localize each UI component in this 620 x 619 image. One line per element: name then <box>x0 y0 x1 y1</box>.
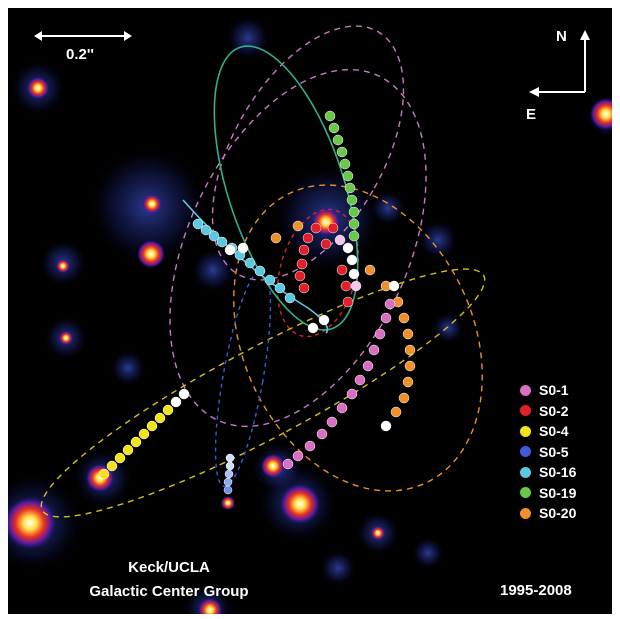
credit-line-2: Galactic Center Group <box>89 583 249 600</box>
points-s0-4 <box>98 388 190 480</box>
points-s0-20 <box>270 220 416 432</box>
compass-arrows <box>529 30 590 97</box>
orbit-s0-19 <box>213 45 359 331</box>
legend-item-s0-1: S0-1 <box>520 380 576 401</box>
legend: S0-1 S0-2 S0-4 S0-5 S0-16 S0-19 S0-20 <box>520 380 576 524</box>
points-s0-1 <box>282 298 396 470</box>
legend-dot <box>520 425 531 437</box>
legend-label: S0-2 <box>539 402 569 419</box>
points-s0-19 <box>324 110 360 242</box>
orbit-s0-20 <box>233 184 483 492</box>
orbit-s0-4 <box>40 268 486 518</box>
legend-item-s0-16: S0-16 <box>520 462 576 483</box>
credit-line-1: Keck/UCLA <box>128 559 210 576</box>
legend-item-s0-5: S0-5 <box>520 442 576 463</box>
orbit-extra <box>211 25 405 281</box>
orbit-s0-1 <box>169 68 427 428</box>
legend-label: S0-20 <box>539 505 577 522</box>
orbit-s0-5 <box>214 268 272 488</box>
legend-label: S0-19 <box>539 484 577 501</box>
years-label: 1995-2008 <box>500 582 572 599</box>
east-label: E <box>526 106 537 123</box>
legend-item-s0-4: S0-4 <box>520 421 576 442</box>
points-white-center <box>307 234 362 334</box>
galactic-center-image: 0.2'' N E Keck/UCLA Galactic Center Grou… <box>8 8 612 614</box>
scale-bar-arrow <box>34 31 132 41</box>
bright-stars <box>8 77 612 614</box>
legend-item-s0-19: S0-19 <box>520 483 576 504</box>
star-field <box>8 16 612 614</box>
points-s0-2 <box>294 222 354 308</box>
legend-item-s0-20: S0-20 <box>520 503 576 524</box>
legend-dot <box>520 466 531 478</box>
north-label: N <box>556 28 567 45</box>
legend-dot <box>520 507 531 519</box>
legend-dot <box>520 384 531 396</box>
legend-label: S0-16 <box>539 464 577 481</box>
legend-label: S0-5 <box>539 443 569 460</box>
credit-label: Keck/UCLA Galactic Center Group <box>34 556 304 604</box>
legend-item-s0-2: S0-2 <box>520 401 576 422</box>
legend-label: S0-4 <box>539 423 569 440</box>
orbit-paths <box>40 25 486 518</box>
legend-label: S0-1 <box>539 382 569 399</box>
legend-dot <box>520 405 531 417</box>
points-s0-5 <box>223 453 235 495</box>
scale-bar-label: 0.2'' <box>66 46 94 63</box>
legend-dot <box>520 487 531 499</box>
background-glow <box>8 16 612 614</box>
legend-dot <box>520 446 531 458</box>
points-s0-16 <box>192 218 296 304</box>
